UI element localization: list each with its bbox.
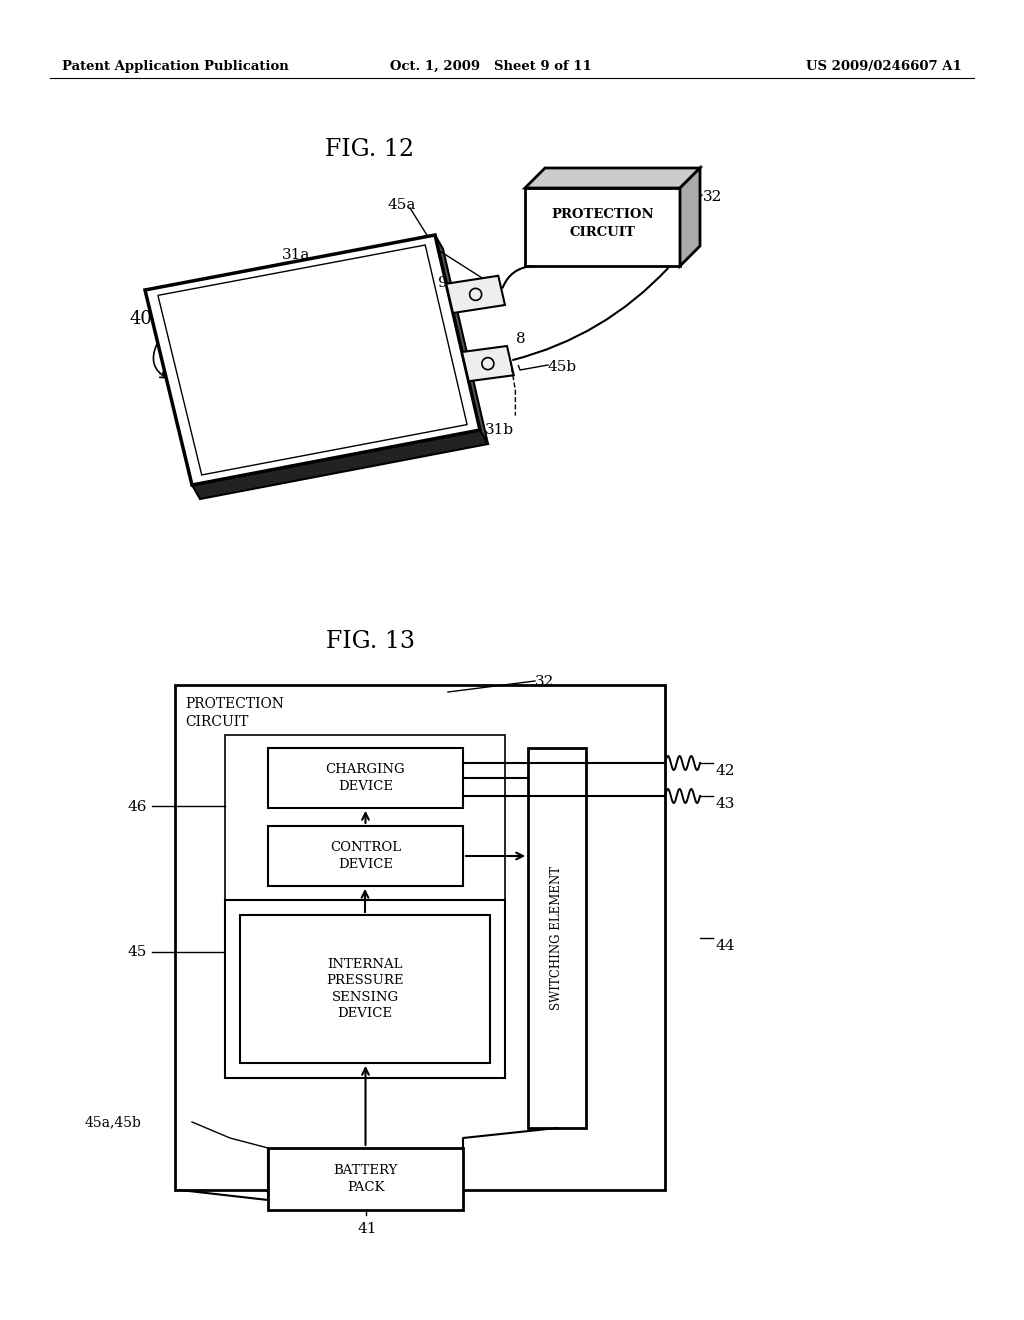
- Text: 41: 41: [357, 1222, 377, 1236]
- Text: 45: 45: [128, 945, 147, 960]
- Text: FIG. 12: FIG. 12: [326, 139, 415, 161]
- FancyBboxPatch shape: [240, 915, 490, 1063]
- Polygon shape: [680, 168, 700, 267]
- Text: 46: 46: [128, 800, 147, 814]
- Text: 44: 44: [715, 939, 734, 953]
- FancyBboxPatch shape: [268, 1148, 463, 1210]
- Polygon shape: [145, 235, 480, 484]
- FancyBboxPatch shape: [175, 685, 665, 1191]
- Text: INTERNAL
PRESSURE
SENSING
DEVICE: INTERNAL PRESSURE SENSING DEVICE: [327, 958, 403, 1020]
- Text: PROTECTION
CIRCUIT: PROTECTION CIRCUIT: [185, 697, 284, 729]
- Text: BATTERY
PACK: BATTERY PACK: [334, 1164, 397, 1193]
- FancyBboxPatch shape: [528, 748, 586, 1129]
- Text: 40: 40: [130, 310, 153, 327]
- Text: 45b: 45b: [548, 360, 578, 374]
- Text: 32: 32: [703, 190, 722, 205]
- Text: CONTROL
DEVICE: CONTROL DEVICE: [330, 841, 401, 871]
- Text: Oct. 1, 2009   Sheet 9 of 11: Oct. 1, 2009 Sheet 9 of 11: [390, 59, 592, 73]
- FancyBboxPatch shape: [268, 748, 463, 808]
- Polygon shape: [525, 168, 700, 187]
- Text: 9: 9: [437, 276, 447, 290]
- Polygon shape: [462, 346, 514, 381]
- Text: 45a: 45a: [388, 198, 417, 213]
- Text: 32: 32: [535, 675, 554, 689]
- Polygon shape: [446, 276, 505, 313]
- Text: 43: 43: [715, 797, 734, 810]
- FancyBboxPatch shape: [268, 826, 463, 886]
- Text: CHARGING
DEVICE: CHARGING DEVICE: [326, 763, 406, 793]
- Text: US 2009/0246607 A1: US 2009/0246607 A1: [806, 59, 962, 73]
- Text: SWITCHING ELEMENT: SWITCHING ELEMENT: [551, 866, 563, 1010]
- Text: 31a: 31a: [282, 248, 310, 261]
- Text: 8: 8: [516, 331, 525, 346]
- Text: FIG. 13: FIG. 13: [326, 630, 415, 653]
- Text: 45a,45b: 45a,45b: [85, 1115, 142, 1129]
- FancyBboxPatch shape: [225, 900, 505, 1078]
- Polygon shape: [193, 430, 488, 499]
- Text: 31b: 31b: [485, 422, 514, 437]
- Text: Patent Application Publication: Patent Application Publication: [62, 59, 289, 73]
- Text: 42: 42: [715, 764, 734, 777]
- Text: PROTECTION
CIRCUIT: PROTECTION CIRCUIT: [551, 209, 653, 239]
- Polygon shape: [525, 187, 680, 267]
- Polygon shape: [435, 235, 488, 444]
